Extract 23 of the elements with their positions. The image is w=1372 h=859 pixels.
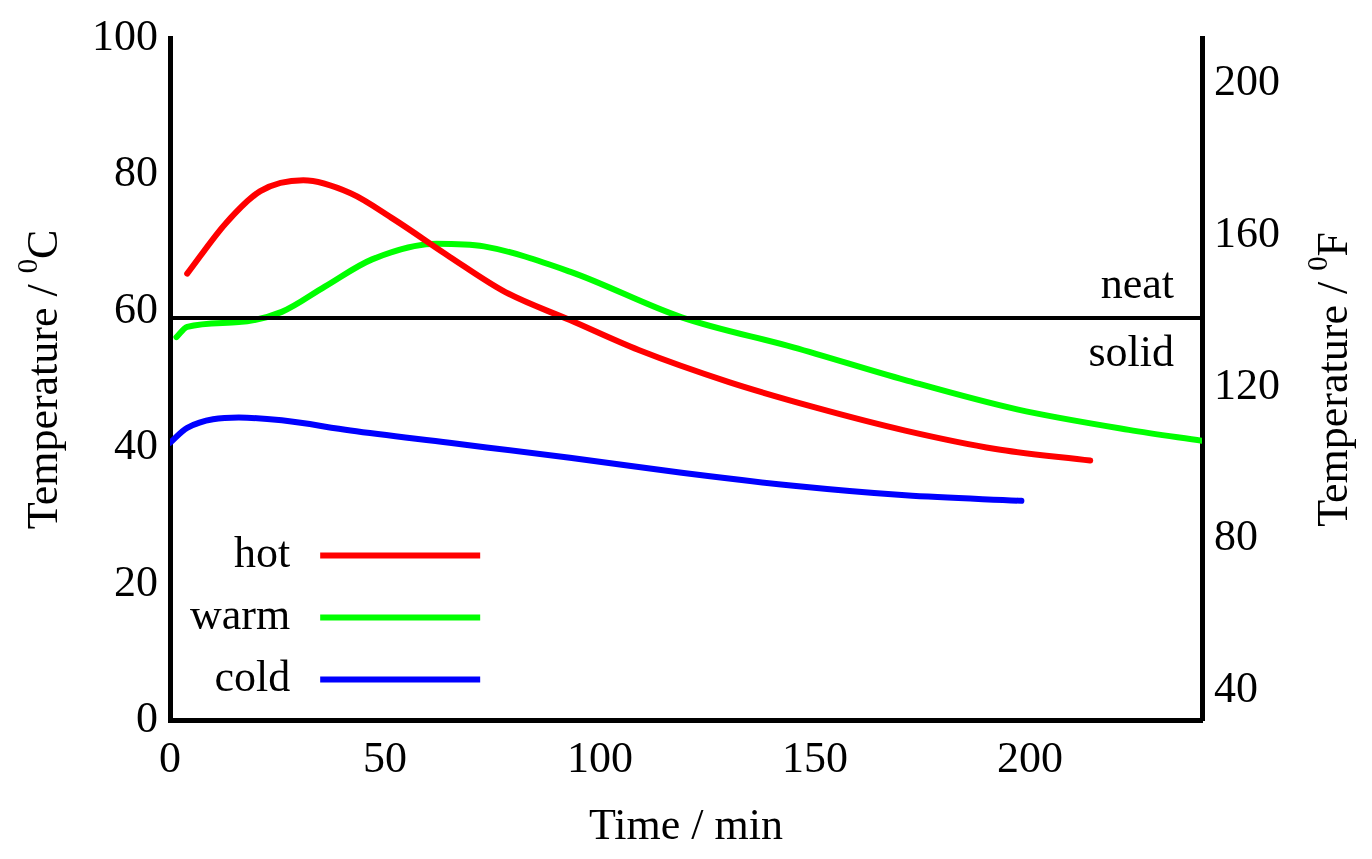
x-axis-title: Time / min <box>589 800 783 850</box>
y-tick-label: 20 <box>114 556 158 606</box>
annotation: neat <box>1100 258 1174 308</box>
y-tick-label: 80 <box>114 147 158 197</box>
y2-tick-label: 200 <box>1214 56 1280 106</box>
legend-label: warm <box>189 589 291 639</box>
y2-tick-label: 160 <box>1214 207 1280 257</box>
y-tick-label: 0 <box>136 692 158 742</box>
y-tick-label: 100 <box>92 10 158 60</box>
x-tick-label: 200 <box>997 733 1063 783</box>
y2-tick-label: 40 <box>1214 662 1258 712</box>
y2-tick-label: 80 <box>1214 511 1258 561</box>
y2-tick-label: 120 <box>1214 359 1280 409</box>
annotation: solid <box>1088 326 1174 376</box>
y-tick-label: 60 <box>114 283 158 333</box>
legend-label: hot <box>233 527 291 577</box>
legend-label: cold <box>214 651 291 701</box>
y-axis-title: Temperature / 0C <box>12 229 67 530</box>
x-tick-label: 100 <box>567 733 633 783</box>
x-tick-label: 50 <box>363 733 407 783</box>
x-tick-label: 150 <box>782 733 848 783</box>
y-tick-label: 40 <box>114 420 158 470</box>
y2-axis-title: Temperature / 0F <box>1302 232 1357 527</box>
